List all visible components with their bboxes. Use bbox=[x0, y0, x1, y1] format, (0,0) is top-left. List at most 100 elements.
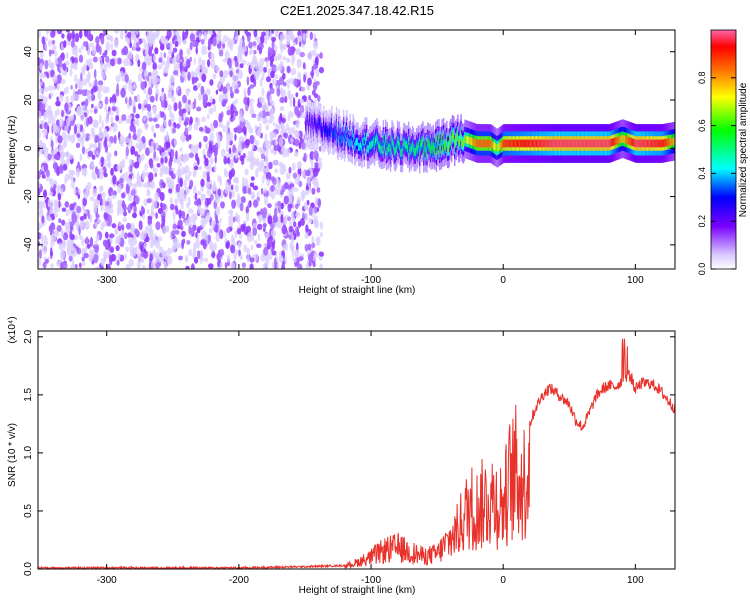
ridge-cell bbox=[651, 139, 653, 148]
ridge-cell bbox=[550, 139, 552, 148]
noise-cell bbox=[192, 85, 198, 91]
noise-cell bbox=[78, 262, 82, 269]
noise-cell bbox=[283, 132, 287, 138]
ridge-cell bbox=[623, 135, 626, 144]
noise-cell bbox=[173, 70, 179, 76]
noise-cell bbox=[124, 30, 128, 34]
noise-cell bbox=[151, 234, 154, 244]
noise-cell bbox=[47, 153, 52, 161]
noise-cell bbox=[116, 259, 120, 266]
noise-cell bbox=[125, 119, 128, 124]
noise-cell bbox=[71, 30, 75, 40]
noise-cell bbox=[197, 93, 202, 101]
noise-cell bbox=[247, 86, 251, 96]
ridge-cell bbox=[672, 137, 674, 146]
noise-cell bbox=[215, 34, 220, 45]
noise-cell bbox=[308, 206, 313, 216]
noise-cell bbox=[209, 79, 214, 86]
ridge-cell bbox=[308, 115, 311, 124]
noise-cell bbox=[150, 211, 156, 217]
noise-cell bbox=[252, 41, 257, 47]
noise-cell bbox=[122, 45, 129, 56]
noise-cell bbox=[161, 215, 166, 226]
noise-cell bbox=[224, 262, 228, 269]
noise-cell bbox=[212, 73, 217, 80]
noise-cell bbox=[179, 49, 184, 58]
ridge-cell bbox=[614, 137, 616, 146]
noise-cell bbox=[269, 55, 275, 63]
noise-cell bbox=[103, 172, 108, 178]
noise-cell bbox=[280, 121, 285, 130]
ridge-cell bbox=[431, 142, 433, 150]
noise-cell bbox=[266, 60, 269, 69]
noise-cell bbox=[286, 38, 291, 46]
noise-cell bbox=[154, 47, 159, 55]
noise-cell bbox=[105, 55, 110, 63]
noise-cell bbox=[101, 191, 106, 199]
noise-cell bbox=[215, 206, 221, 216]
noise-cell bbox=[299, 98, 305, 105]
noise-cell bbox=[312, 167, 319, 177]
ridge-cell bbox=[563, 139, 565, 148]
noise-cell bbox=[304, 243, 309, 252]
ridge-cell bbox=[583, 139, 585, 148]
noise-cell bbox=[297, 263, 303, 269]
noise-cell bbox=[193, 144, 199, 154]
ridge-cell bbox=[527, 139, 530, 148]
noise-cell bbox=[253, 199, 259, 208]
noise-cell bbox=[58, 94, 64, 102]
ridge-cell bbox=[408, 137, 410, 145]
ridge-cell bbox=[377, 136, 379, 145]
noise-cell bbox=[52, 44, 57, 52]
ridge-cell bbox=[635, 139, 637, 148]
noise-cell bbox=[94, 221, 98, 228]
noise-cell bbox=[222, 230, 227, 238]
colorbar-tick-label: 0.6 bbox=[697, 119, 707, 132]
noise-cell bbox=[127, 232, 132, 238]
noise-cell bbox=[74, 32, 80, 43]
noise-cell bbox=[206, 188, 212, 197]
noise-cell bbox=[50, 92, 54, 98]
noise-cell bbox=[52, 162, 59, 170]
noise-cell bbox=[269, 108, 274, 117]
ridge-cell bbox=[580, 139, 583, 148]
ridge-cell bbox=[317, 117, 319, 126]
ridge-cell bbox=[463, 138, 465, 146]
ridge-cell bbox=[485, 139, 487, 148]
noise-cell bbox=[260, 187, 264, 195]
noise-cell bbox=[209, 96, 213, 104]
ridge-cell bbox=[319, 118, 321, 127]
noise-cell bbox=[249, 263, 254, 269]
noise-cell bbox=[92, 119, 98, 128]
noise-cell bbox=[40, 223, 43, 228]
ridge-cell bbox=[454, 142, 456, 151]
noise-cell bbox=[125, 183, 130, 194]
ridge-cell bbox=[350, 138, 353, 147]
noise-cell bbox=[132, 212, 137, 219]
noise-cell bbox=[103, 250, 107, 261]
noise-cell bbox=[215, 89, 219, 95]
noise-cell bbox=[80, 72, 83, 82]
noise-cell bbox=[71, 213, 78, 224]
noise-cell bbox=[73, 234, 79, 241]
noise-cell bbox=[114, 30, 120, 34]
noise-cell bbox=[244, 168, 249, 176]
noise-cell bbox=[306, 84, 311, 91]
ridge-cell bbox=[569, 139, 572, 148]
noise-cell bbox=[228, 147, 232, 155]
noise-cell bbox=[267, 68, 271, 79]
noise-cell bbox=[164, 254, 170, 262]
noise-cell bbox=[291, 211, 295, 222]
ridge-cell bbox=[669, 138, 672, 146]
noise-cell bbox=[187, 71, 191, 81]
ridge-cell bbox=[649, 139, 651, 148]
noise-cell bbox=[222, 58, 228, 63]
ridge-cell bbox=[361, 145, 363, 153]
noise-cell bbox=[224, 50, 230, 61]
ridge-cell bbox=[347, 138, 350, 147]
noise-cell bbox=[256, 191, 260, 198]
ridge-cell bbox=[588, 139, 591, 148]
noise-cell bbox=[201, 116, 206, 123]
noise-cell bbox=[103, 62, 108, 73]
noise-cell bbox=[213, 119, 219, 129]
